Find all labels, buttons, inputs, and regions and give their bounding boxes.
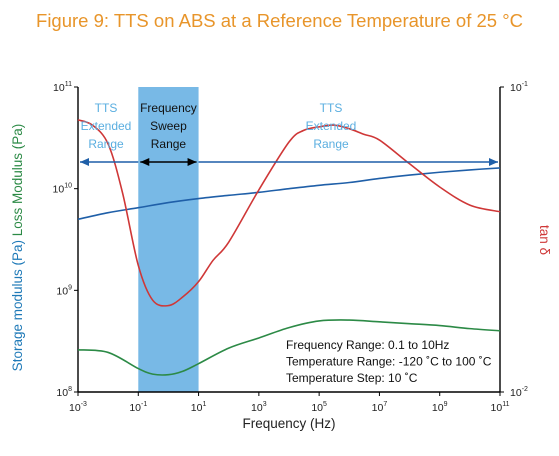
x-axis-title: Frequency (Hz): [242, 416, 335, 431]
tts-left-label-line: Range: [88, 137, 124, 151]
annotation-line: Temperature Range: -120 ˚C to 100 ˚C: [286, 355, 492, 369]
y-left-tick-label: 1010: [53, 183, 73, 196]
annotation-line: Temperature Step: 10 ˚C: [286, 371, 418, 385]
x-tick-label: 109: [432, 401, 448, 414]
tts-left-label-line: TTS: [95, 101, 118, 115]
tts-left-label-line: Extended: [81, 119, 132, 133]
x-tick-label: 1011: [491, 401, 510, 414]
tts-right-label-line: Range: [313, 137, 349, 151]
plot-frame: [77, 87, 501, 393]
x-tick-label: 103: [251, 401, 267, 414]
x-tick-label: 101: [191, 401, 207, 414]
tts-left-arrowhead: [80, 158, 89, 166]
x-tick-label: 10-3: [69, 401, 87, 414]
sweep-label-line: Sweep: [150, 119, 187, 133]
shaded-region-layer: [138, 87, 199, 392]
series-line-2: [77, 119, 501, 307]
sweep-left-arrowhead: [140, 158, 150, 166]
y-right-axis-title: tan δ: [537, 225, 552, 255]
y-right-tick-label: 10-1: [510, 81, 528, 94]
x-tick-label: 107: [372, 401, 388, 414]
y-left-tick-label: 108: [56, 386, 72, 399]
sweep-label-line: Frequency: [140, 101, 197, 115]
sweep-label-line: Range: [151, 137, 187, 151]
x-tick-label: 10-1: [129, 401, 147, 414]
label-layer: TTS Extended Range Frequency Sweep Range TTS Ex…: [10, 101, 552, 431]
series-layer: [77, 119, 501, 376]
frequency-sweep-band: [138, 87, 199, 392]
annotation-line: Frequency Range: 0.1 to 10Hz: [286, 338, 449, 352]
y-left-axis-title: Storage modulus (Pa) Loss Modulus (Pa): [10, 124, 25, 372]
y-left-tick-label: 109: [56, 284, 72, 297]
y-left-tick-label: 1011: [53, 81, 72, 94]
series-line-0: [77, 167, 501, 221]
y-right-tick-label: 10-2: [510, 386, 528, 399]
tts-right-arrowhead: [489, 158, 498, 166]
chart-title: Figure 9: TTS on ABS at a Reference Temp…: [36, 10, 523, 31]
x-tick-label: 105: [311, 401, 327, 414]
tts-right-label-line: TTS: [320, 101, 343, 115]
tick-layer: 10-3 10-1 101 103 105 107 109 1011 108 109 1010 101…: [53, 81, 529, 414]
sweep-right-arrowhead: [187, 158, 197, 166]
series-line-1: [77, 319, 501, 376]
tts-right-label-line: Extended: [306, 119, 357, 133]
